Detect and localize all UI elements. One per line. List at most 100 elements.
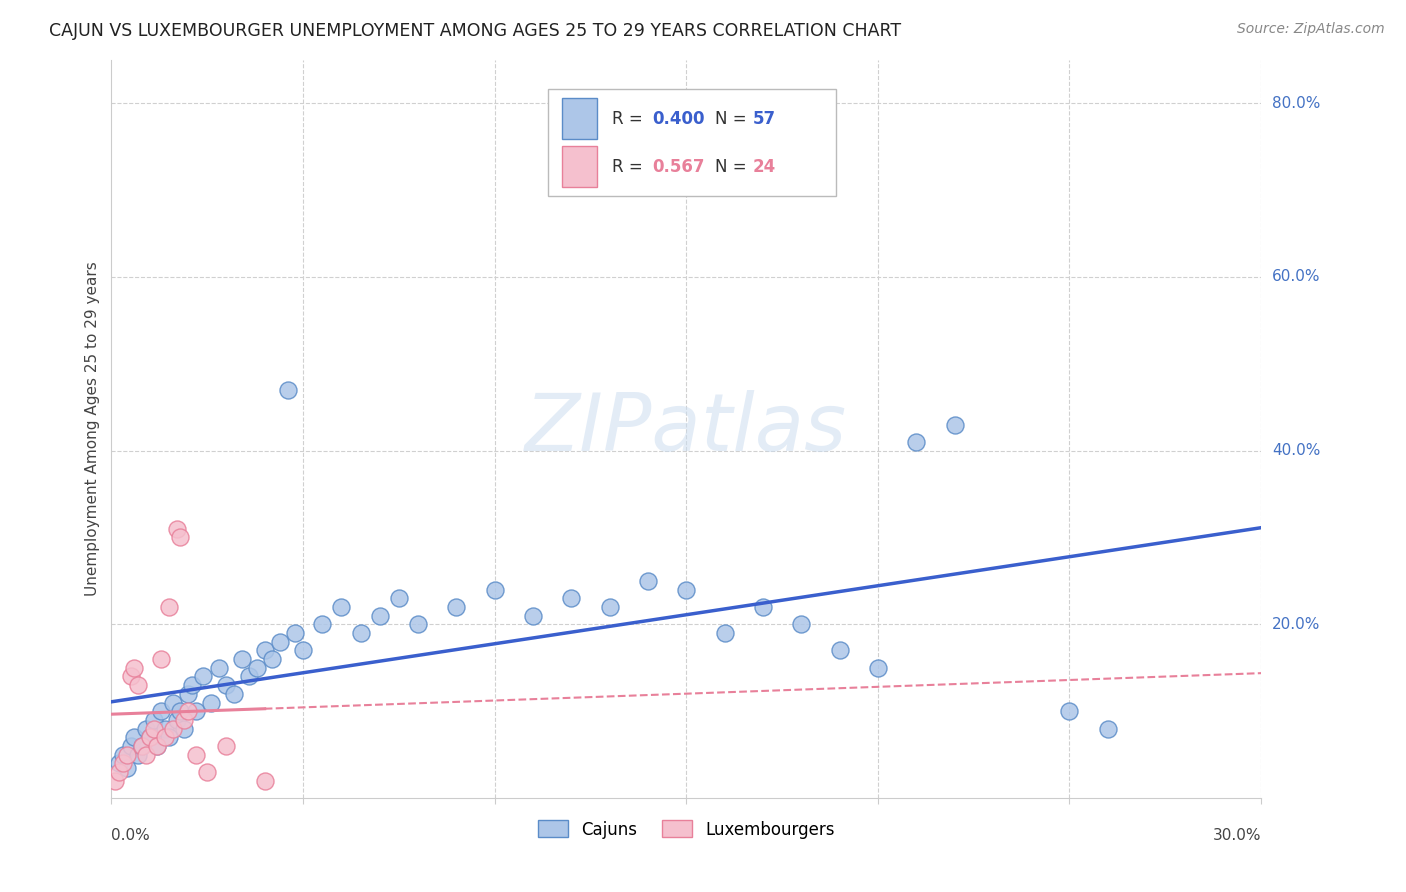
Point bbox=[284, 626, 307, 640]
Point bbox=[675, 582, 697, 597]
Text: ZIPatlas: ZIPatlas bbox=[526, 390, 848, 468]
Text: 24: 24 bbox=[754, 158, 776, 176]
Point bbox=[311, 617, 333, 632]
Text: Source: ZipAtlas.com: Source: ZipAtlas.com bbox=[1237, 22, 1385, 37]
Point bbox=[246, 661, 269, 675]
Point bbox=[104, 773, 127, 788]
Point bbox=[162, 722, 184, 736]
Point bbox=[138, 731, 160, 745]
Point bbox=[142, 722, 165, 736]
Point bbox=[388, 591, 411, 606]
FancyBboxPatch shape bbox=[548, 89, 835, 196]
Point bbox=[1059, 704, 1081, 718]
Point bbox=[127, 747, 149, 762]
Point bbox=[184, 704, 207, 718]
Point bbox=[292, 643, 315, 657]
Point bbox=[484, 582, 506, 597]
Point bbox=[349, 626, 371, 640]
Point bbox=[150, 704, 173, 718]
Point bbox=[238, 669, 260, 683]
Point bbox=[1097, 722, 1119, 736]
Point bbox=[111, 756, 134, 771]
Point bbox=[108, 756, 131, 771]
Point bbox=[177, 704, 200, 718]
Y-axis label: Unemployment Among Ages 25 to 29 years: Unemployment Among Ages 25 to 29 years bbox=[86, 261, 100, 596]
Legend: Cajuns, Luxembourgers: Cajuns, Luxembourgers bbox=[531, 814, 842, 846]
Point bbox=[131, 739, 153, 753]
Point bbox=[713, 626, 735, 640]
Point bbox=[135, 747, 157, 762]
Point bbox=[184, 747, 207, 762]
Point bbox=[330, 599, 353, 614]
Text: 30.0%: 30.0% bbox=[1212, 828, 1261, 843]
Point bbox=[124, 661, 146, 675]
Point bbox=[215, 678, 238, 692]
Text: 0.0%: 0.0% bbox=[111, 828, 150, 843]
Point bbox=[124, 731, 146, 745]
Point bbox=[905, 434, 928, 449]
Text: 57: 57 bbox=[754, 110, 776, 128]
Point bbox=[162, 696, 184, 710]
FancyBboxPatch shape bbox=[562, 146, 596, 187]
Text: R =: R = bbox=[612, 110, 648, 128]
Point bbox=[193, 669, 215, 683]
Text: 0.567: 0.567 bbox=[652, 158, 704, 176]
Point bbox=[752, 599, 775, 614]
Point bbox=[180, 678, 202, 692]
Text: CAJUN VS LUXEMBOURGER UNEMPLOYMENT AMONG AGES 25 TO 29 YEARS CORRELATION CHART: CAJUN VS LUXEMBOURGER UNEMPLOYMENT AMONG… bbox=[49, 22, 901, 40]
Point bbox=[262, 652, 284, 666]
Point bbox=[560, 591, 582, 606]
Text: 20.0%: 20.0% bbox=[1272, 617, 1320, 632]
Point bbox=[253, 643, 276, 657]
Point bbox=[157, 599, 180, 614]
Point bbox=[115, 761, 138, 775]
Point bbox=[866, 661, 889, 675]
Point bbox=[138, 731, 160, 745]
FancyBboxPatch shape bbox=[562, 98, 596, 139]
Point bbox=[177, 687, 200, 701]
Point bbox=[150, 652, 173, 666]
Point bbox=[943, 417, 966, 432]
Point bbox=[195, 765, 218, 780]
Text: N =: N = bbox=[716, 110, 752, 128]
Text: R =: R = bbox=[612, 158, 648, 176]
Point bbox=[269, 634, 291, 648]
Point bbox=[142, 713, 165, 727]
Point bbox=[231, 652, 253, 666]
Point bbox=[120, 739, 142, 753]
Point bbox=[522, 608, 544, 623]
Point bbox=[166, 713, 188, 727]
Point bbox=[790, 617, 813, 632]
Point bbox=[222, 687, 245, 701]
Point bbox=[169, 531, 191, 545]
Point bbox=[115, 747, 138, 762]
Point bbox=[200, 696, 222, 710]
Point bbox=[153, 722, 176, 736]
Point bbox=[208, 661, 231, 675]
Point bbox=[153, 731, 176, 745]
Point bbox=[166, 522, 188, 536]
Point bbox=[131, 739, 153, 753]
Point bbox=[169, 704, 191, 718]
Point bbox=[215, 739, 238, 753]
Point bbox=[157, 731, 180, 745]
Text: 0.400: 0.400 bbox=[652, 110, 704, 128]
Point bbox=[146, 739, 169, 753]
Point bbox=[111, 747, 134, 762]
Point bbox=[368, 608, 391, 623]
Point bbox=[135, 722, 157, 736]
Point bbox=[637, 574, 659, 588]
Text: 60.0%: 60.0% bbox=[1272, 269, 1320, 285]
Point bbox=[173, 722, 195, 736]
Point bbox=[120, 669, 142, 683]
Point bbox=[173, 713, 195, 727]
Point bbox=[599, 599, 621, 614]
Point bbox=[146, 739, 169, 753]
Text: 80.0%: 80.0% bbox=[1272, 95, 1320, 111]
Point bbox=[406, 617, 429, 632]
Point bbox=[828, 643, 851, 657]
Point bbox=[277, 383, 299, 397]
Text: 40.0%: 40.0% bbox=[1272, 443, 1320, 458]
Text: N =: N = bbox=[716, 158, 752, 176]
Point bbox=[108, 765, 131, 780]
